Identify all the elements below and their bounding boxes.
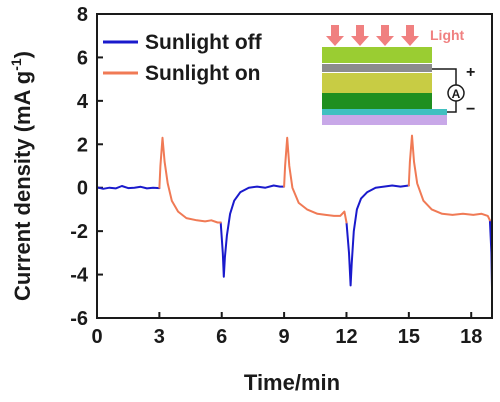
ammeter-label: A xyxy=(452,87,461,101)
device-layer-2 xyxy=(322,73,432,93)
device-layer-1 xyxy=(322,47,432,63)
device-layer-3 xyxy=(322,93,432,109)
x-tick-label: 9 xyxy=(279,326,290,348)
inset-light-label: Light xyxy=(430,27,465,43)
legend-label-sunlight-on: Sunlight on xyxy=(145,62,260,85)
light-arrow-head-3 xyxy=(376,36,394,46)
light-arrow-3 xyxy=(381,25,389,37)
x-tick-label: 6 xyxy=(216,326,227,348)
light-arrow-2 xyxy=(356,25,364,37)
x-tick-label: 3 xyxy=(154,326,165,348)
x-tick-label: 0 xyxy=(91,326,102,348)
series-sunlight-on-segment-2 xyxy=(283,136,348,224)
y-tick-label: -6 xyxy=(70,308,88,330)
device-layer-4 xyxy=(322,109,447,115)
series-sunlight-on-segment-1 xyxy=(158,136,222,224)
positive-terminal-label: + xyxy=(466,64,475,81)
y-axis-label-exponent: -1 xyxy=(8,58,24,71)
legend: Sunlight off Sunlight on xyxy=(103,31,263,85)
negative-terminal-label: − xyxy=(466,101,475,118)
device-layer-substrate xyxy=(322,115,447,125)
y-tick-labels: -6 -4 -2 0 2 4 6 8 xyxy=(70,4,89,330)
inset-device-schematic: Light A + − xyxy=(322,25,475,125)
series-sunlight-off-segment-1 xyxy=(96,185,161,190)
device-stripes xyxy=(322,64,432,72)
x-tick-label: 18 xyxy=(460,326,482,348)
circuit-wire xyxy=(432,68,457,86)
plot-frame xyxy=(96,13,493,319)
x-tick-label: 12 xyxy=(335,326,357,348)
series-sunlight-off-segment-3 xyxy=(345,184,410,287)
light-arrow-head-2 xyxy=(351,36,369,46)
plot-lines xyxy=(96,134,493,289)
y-tick-label: -4 xyxy=(70,265,89,287)
series-sunlight-on-segment-3 xyxy=(407,134,491,222)
light-arrow-4 xyxy=(406,25,414,37)
light-arrows xyxy=(326,25,419,46)
circuit-wire-bottom xyxy=(447,100,457,113)
ammeter-icon xyxy=(447,84,465,102)
light-arrow-head-4 xyxy=(401,36,419,46)
y-tick-label: 4 xyxy=(77,91,89,113)
x-axis-label: Time/min xyxy=(244,370,340,395)
y-tick-label: 8 xyxy=(77,4,88,26)
legend-label-sunlight-off: Sunlight off xyxy=(145,31,263,54)
series-sunlight-off-segment-2 xyxy=(219,184,286,278)
x-tick-label: 15 xyxy=(398,326,420,348)
light-arrow-head-1 xyxy=(326,36,344,46)
y-tick-label: -2 xyxy=(70,221,88,243)
x-tick-labels: 0 3 6 9 12 15 18 xyxy=(91,326,482,348)
y-axis-label: Current density (mA g-1) xyxy=(8,51,35,301)
light-arrow-1 xyxy=(331,25,339,37)
y-tick-label: 6 xyxy=(77,47,88,69)
y-tick-label: 2 xyxy=(77,134,88,156)
y-tick-label: 0 xyxy=(77,178,88,200)
